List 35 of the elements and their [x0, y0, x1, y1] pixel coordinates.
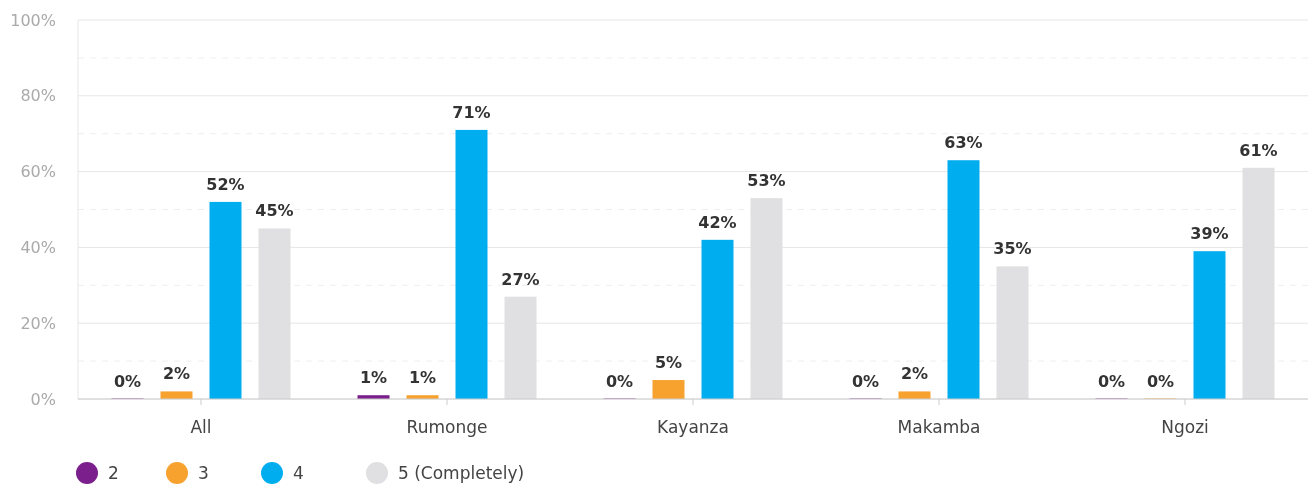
y-tick-label: 20%: [20, 313, 56, 333]
data-label: 71%: [452, 102, 491, 122]
data-label: 5%: [654, 353, 683, 373]
x-tick-label: All: [190, 417, 212, 437]
data-label: 0%: [851, 372, 880, 391]
y-tick-label: 80%: [20, 86, 56, 106]
data-label: 63%: [944, 133, 983, 153]
legend-label: 2: [108, 462, 119, 483]
data-label: 45%: [255, 201, 294, 221]
data-label: 0%: [1097, 372, 1126, 391]
data-label: 0%: [113, 372, 142, 391]
data-label: 0%: [1146, 372, 1175, 391]
data-label: 39%: [1190, 224, 1229, 244]
data-label: 1%: [408, 368, 437, 388]
data-label: 2%: [162, 364, 191, 384]
x-tick-label: Ngozi: [1161, 417, 1209, 437]
x-tick-label: Kayanza: [657, 417, 729, 437]
y-tick-label: 60%: [20, 162, 56, 182]
legend-label: 5 (Completely): [398, 462, 525, 483]
data-label: 35%: [993, 239, 1032, 259]
x-tick-label: Makamba: [897, 417, 981, 437]
data-label: 61%: [1239, 140, 1278, 160]
data-label: 1%: [359, 368, 388, 388]
data-label: 42%: [698, 212, 737, 232]
y-tick-label: 40%: [20, 238, 56, 257]
legend-label: 3: [198, 462, 209, 483]
data-label: 0%: [605, 372, 634, 391]
legend-label: 4: [293, 462, 304, 483]
data-label: 52%: [206, 174, 245, 194]
y-tick-label: 100%: [10, 10, 56, 30]
data-label: 53%: [747, 171, 786, 191]
data-label: 27%: [501, 269, 540, 289]
y-tick-label: 0%: [30, 389, 56, 409]
x-tick-label: Rumonge: [406, 417, 488, 437]
data-label: 2%: [900, 364, 929, 384]
